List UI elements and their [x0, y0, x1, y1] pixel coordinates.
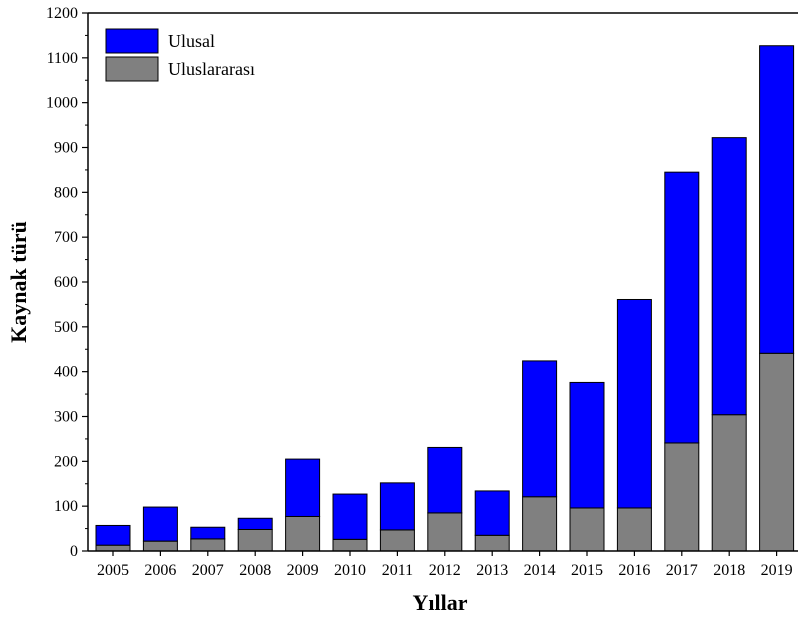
bar-uluslararas--2013	[475, 535, 509, 551]
bar-uluslararas--2012	[428, 513, 462, 551]
bar-uluslararas--2014	[523, 497, 557, 551]
y-tick-label-400: 400	[54, 364, 78, 381]
bar-ulusal-2012	[428, 447, 462, 512]
plot-area	[88, 13, 798, 551]
legend-label-uluslararas-: Uluslararası	[168, 59, 255, 79]
x-axis: 2005 2006 2007 2008 2009 2010 2011 2012 2013 2014…	[88, 551, 798, 579]
x-tick-label-2007: 2007	[192, 562, 224, 579]
x-axis-title: Yıllar	[413, 590, 468, 615]
bar-ulusal-2013	[475, 491, 509, 535]
y-tick-label-900: 900	[54, 140, 78, 157]
x-tick-label-2011: 2011	[382, 562, 413, 579]
bar-ulusal-2007	[191, 527, 225, 539]
y-tick-label-500: 500	[54, 319, 78, 336]
y-tick-label-0: 0	[70, 543, 78, 560]
x-tick-label-2010: 2010	[334, 562, 366, 579]
y-axis-title: Kaynak türü	[6, 221, 31, 343]
bar-ulusal-2010	[333, 494, 367, 539]
bar-uluslararas--2010	[333, 539, 367, 551]
bar-uluslararas--2005	[96, 545, 130, 551]
y-axis: 0 100 200 300 400 500 600 700 800 900 1000 1100 1200	[46, 5, 88, 560]
bar-ulusal-2016	[617, 299, 651, 507]
y-tick-label-700: 700	[54, 229, 78, 246]
y-tick-label-1100: 1100	[47, 50, 78, 67]
bar-uluslararas--2018	[712, 415, 746, 551]
y-tick-label-100: 100	[54, 498, 78, 515]
bar-uluslararas--2011	[380, 530, 414, 551]
legend-swatch-uluslararas-	[106, 57, 158, 81]
y-tick-label-1200: 1200	[46, 5, 78, 22]
legend-swatch-ulusal	[106, 29, 158, 53]
bar-ulusal-2009	[286, 459, 320, 516]
bar-ulusal-2006	[143, 507, 177, 541]
x-tick-label-2013: 2013	[476, 562, 508, 579]
bar-ulusal-2019	[760, 46, 794, 354]
x-tick-label-2009: 2009	[287, 562, 319, 579]
bar-uluslararas--2019	[760, 353, 794, 551]
y-tick-label-300: 300	[54, 409, 78, 426]
y-tick-label-1000: 1000	[46, 95, 78, 112]
bar-ulusal-2011	[380, 483, 414, 530]
y-tick-label-200: 200	[54, 453, 78, 470]
x-tick-label-2008: 2008	[239, 562, 271, 579]
bar-uluslararas--2016	[617, 508, 651, 551]
legend: Ulusal Uluslararası	[106, 29, 255, 81]
x-tick-label-2014: 2014	[524, 562, 556, 579]
legend-label-ulusal: Ulusal	[168, 31, 215, 51]
bar-ulusal-2005	[96, 525, 130, 545]
bar-ulusal-2018	[712, 138, 746, 415]
y-tick-label-600: 600	[54, 274, 78, 291]
x-tick-label-2018: 2018	[713, 562, 745, 579]
bar-uluslararas--2017	[665, 443, 699, 551]
bar-ulusal-2015	[570, 382, 604, 508]
bar-uluslararas--2008	[238, 529, 272, 551]
bar-ulusal-2017	[665, 172, 699, 443]
x-tick-label-2016: 2016	[618, 562, 650, 579]
y-tick-label-800: 800	[54, 184, 78, 201]
bar-ulusal-2014	[523, 361, 557, 497]
x-tick-label-2015: 2015	[571, 562, 603, 579]
bar-uluslararas--2009	[286, 516, 320, 551]
bar-uluslararas--2007	[191, 539, 225, 551]
x-tick-label-2017: 2017	[666, 562, 698, 579]
bar-uluslararas--2015	[570, 508, 604, 551]
x-tick-label-2006: 2006	[144, 562, 176, 579]
bar-ulusal-2008	[238, 518, 272, 529]
x-tick-label-2012: 2012	[429, 562, 461, 579]
x-tick-label-2005: 2005	[97, 562, 129, 579]
bar-uluslararas--2006	[143, 541, 177, 551]
x-tick-label-2019: 2019	[761, 562, 793, 579]
